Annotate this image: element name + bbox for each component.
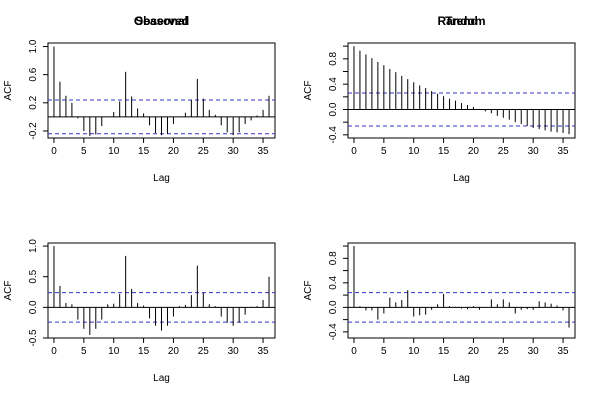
x-tick-label: 30 — [528, 146, 540, 157]
y-tick-label: 0.4 — [328, 77, 339, 91]
x-axis-label: Lag — [453, 373, 470, 384]
x-tick-label: 30 — [228, 346, 240, 357]
x-tick-label: 20 — [168, 346, 180, 357]
y-tick-label: -0.2 — [28, 122, 39, 140]
x-tick-label: 25 — [498, 146, 510, 157]
plot-frame — [347, 242, 576, 339]
x-tick-label: 0 — [51, 146, 57, 157]
x-axis-label: Lag — [153, 173, 170, 184]
x-tick-label: 15 — [438, 346, 450, 357]
panel-title: Seasonal — [135, 14, 188, 28]
y-tick-label: 0.0 — [28, 300, 39, 314]
y-tick-label: 0.6 — [28, 67, 39, 81]
x-tick-label: 25 — [198, 346, 210, 357]
x-tick-label: 35 — [257, 346, 269, 357]
x-tick-label: 15 — [138, 146, 150, 157]
panel-random: Random 0 5 10 15 20 25 30 35 -0.4 0.0 0.4 0.8 Lag ACF — [303, 14, 576, 384]
x-tick-label: 0 — [51, 346, 57, 357]
x-tick-label: 15 — [438, 146, 450, 157]
y-axis-label: ACF — [3, 81, 14, 101]
panel-title: Observed — [134, 14, 189, 28]
x-tick-label: 25 — [498, 346, 510, 357]
x-tick-label: 10 — [408, 346, 420, 357]
plot-frame — [347, 42, 576, 139]
panel-title: Trend — [445, 14, 478, 28]
y-tick-label: 0.8 — [328, 251, 339, 265]
y-tick-label: -0.4 — [328, 323, 339, 341]
y-tick-label: 1.0 — [28, 239, 39, 253]
y-tick-label: 0.8 — [328, 51, 339, 65]
x-tick-label: 20 — [468, 146, 480, 157]
x-axis-label: Lag — [453, 173, 470, 184]
x-tick-label: 30 — [528, 346, 540, 357]
x-tick-label: 35 — [557, 346, 569, 357]
x-tick-label: 0 — [351, 146, 357, 157]
x-tick-label: 35 — [257, 146, 269, 157]
plot-frame — [47, 242, 276, 339]
x-tick-label: 15 — [138, 346, 150, 357]
x-axis-label: Lag — [153, 373, 170, 384]
x-tick-label: 0 — [351, 346, 357, 357]
y-tick-label: 0.5 — [28, 269, 39, 283]
x-tick-label: 30 — [228, 146, 240, 157]
x-tick-label: 10 — [108, 146, 120, 157]
y-tick-label: 0.0 — [328, 300, 339, 314]
x-tick-label: 5 — [81, 346, 87, 357]
x-tick-label: 25 — [198, 146, 210, 157]
y-tick-label: 0.4 — [328, 275, 339, 289]
panel-trend: Trend 0 5 10 15 20 25 30 35 -0.4 0.0 0.4 0.8 Lag ACF — [303, 14, 576, 184]
x-tick-label: 35 — [557, 146, 569, 157]
x-tick-label: 20 — [468, 346, 480, 357]
plot-frame — [47, 42, 276, 139]
y-tick-label: -0.4 — [328, 126, 339, 144]
x-tick-label: 5 — [381, 346, 387, 357]
y-tick-label: 0.0 — [328, 102, 339, 116]
y-axis-label: ACF — [303, 281, 314, 301]
x-tick-label: 20 — [168, 146, 180, 157]
y-tick-label: -0.5 — [28, 329, 39, 347]
x-tick-label: 5 — [381, 146, 387, 157]
y-tick-label: 1.0 — [28, 39, 39, 53]
panel-observed: Observed 0 5 10 15 20 25 30 35 -0.2 0.2 0.6 1.0 Lag AC… — [3, 14, 276, 184]
x-tick-label: 10 — [108, 346, 120, 357]
y-axis-label: ACF — [303, 81, 314, 101]
panel-seasonal: Seasonal 0 5 10 15 20 25 30 35 -0.5 0.0 0.5 1.0 Lag AC… — [3, 14, 276, 384]
y-tick-label: 0.2 — [28, 95, 39, 109]
x-tick-label: 5 — [81, 146, 87, 157]
x-tick-label: 10 — [408, 146, 420, 157]
y-axis-label: ACF — [3, 281, 14, 301]
panel-title: Random — [438, 14, 486, 28]
